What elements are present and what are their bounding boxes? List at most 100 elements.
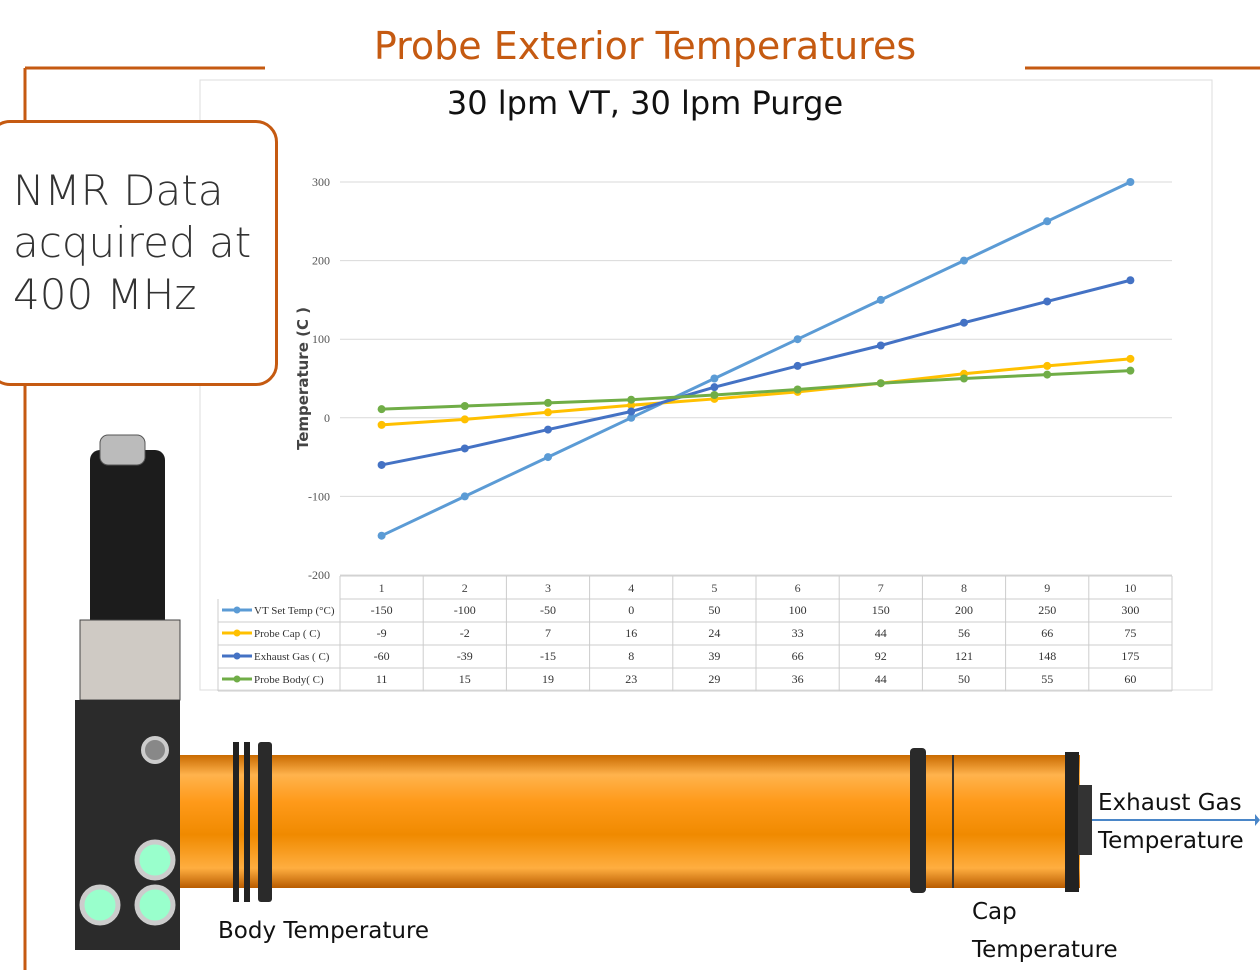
- table-cell: 92: [875, 649, 887, 663]
- table-cell: 0: [628, 603, 634, 617]
- table-cell: 100: [789, 603, 807, 617]
- table-cell: 36: [792, 672, 804, 686]
- data-point: [544, 399, 552, 407]
- legend-label: Probe Cap ( C): [254, 628, 321, 640]
- y-tick-label: -100: [308, 489, 330, 503]
- table-cell: 60: [1124, 672, 1136, 686]
- table-cell: 8: [628, 649, 634, 663]
- body-label: Body Temperature: [218, 912, 518, 950]
- table-cell: 55: [1041, 672, 1053, 686]
- table-cell: 24: [708, 626, 720, 640]
- x-tick-label: 7: [878, 581, 884, 595]
- table-cell: 50: [958, 672, 970, 686]
- data-point: [378, 532, 386, 540]
- table-cell: 50: [708, 603, 720, 617]
- y-axis-label: Temperature (C ): [294, 307, 312, 450]
- data-point: [710, 375, 718, 383]
- x-tick-label: 3: [545, 581, 551, 595]
- table-cell: 56: [958, 626, 970, 640]
- data-point: [461, 415, 469, 423]
- data-point: [1043, 217, 1051, 225]
- table-cell: 250: [1038, 603, 1056, 617]
- x-tick-label: 4: [628, 581, 634, 595]
- legend-marker: [234, 653, 241, 660]
- table-cell: 121: [955, 649, 973, 663]
- data-point: [794, 362, 802, 370]
- slide: Temperature (C )-200-1000100200300123456…: [0, 0, 1260, 970]
- exhaust-label: Exhaust Gas Temperature: [1098, 784, 1248, 860]
- probe-bracket: [80, 620, 180, 700]
- y-tick-label: 200: [312, 254, 330, 268]
- data-point: [877, 341, 885, 349]
- data-point: [461, 402, 469, 410]
- probe-seam: [952, 755, 954, 888]
- table-cell: 66: [1041, 626, 1053, 640]
- data-point: [627, 408, 635, 416]
- table-cell: 23: [625, 672, 637, 686]
- table-cell: -50: [540, 603, 556, 617]
- table-cell: -150: [371, 603, 393, 617]
- x-tick-label: 8: [961, 581, 967, 595]
- probe-port: [143, 738, 167, 762]
- legend-marker: [234, 676, 241, 683]
- x-tick-label: 2: [462, 581, 468, 595]
- callout: NMR Data acquired at 400 MHz: [0, 120, 278, 386]
- table-cell: 150: [872, 603, 890, 617]
- table-cell: -2: [460, 626, 470, 640]
- exhaust-arrow-head: [1255, 814, 1260, 826]
- table-cell: 200: [955, 603, 973, 617]
- data-point: [1043, 362, 1051, 370]
- probe-port: [137, 842, 173, 878]
- probe-port: [137, 887, 173, 923]
- x-tick-label: 1: [379, 581, 385, 595]
- data-point: [877, 379, 885, 387]
- data-point: [794, 386, 802, 394]
- probe-ring: [910, 748, 926, 893]
- probe-cap-ring: [1065, 752, 1079, 892]
- legend-label: Probe Body( C): [254, 674, 324, 686]
- y-tick-label: 100: [312, 332, 330, 346]
- table-cell: -60: [374, 649, 390, 663]
- table-cell: 148: [1038, 649, 1056, 663]
- data-point: [461, 492, 469, 500]
- x-tick-label: 10: [1124, 581, 1136, 595]
- probe-connector: [100, 435, 145, 465]
- table-cell: 7: [545, 626, 551, 640]
- probe-tube: [175, 755, 1080, 888]
- table-cell: -9: [377, 626, 387, 640]
- legend-marker: [234, 630, 241, 637]
- data-point: [710, 391, 718, 399]
- data-point: [710, 383, 718, 391]
- data-point: [1043, 297, 1051, 305]
- table-cell: 11: [376, 672, 388, 686]
- data-point: [378, 405, 386, 413]
- data-point: [960, 319, 968, 327]
- table-cell: 39: [708, 649, 720, 663]
- slide-title: Probe Exterior Temperatures: [0, 24, 1260, 68]
- probe-cap-end: [1078, 785, 1092, 855]
- table-cell: 16: [625, 626, 637, 640]
- table-cell: 19: [542, 672, 554, 686]
- y-tick-label: 0: [324, 411, 330, 425]
- data-point: [544, 408, 552, 416]
- y-tick-label: -200: [308, 568, 330, 582]
- data-point: [1126, 178, 1134, 186]
- probe-port: [82, 887, 118, 923]
- data-point: [794, 335, 802, 343]
- x-tick-label: 9: [1044, 581, 1050, 595]
- data-point: [960, 375, 968, 383]
- probe-ring: [244, 742, 250, 902]
- table-cell: 33: [792, 626, 804, 640]
- table-cell: 15: [459, 672, 471, 686]
- legend-label: Exhaust Gas ( C): [254, 651, 330, 663]
- probe-ring: [258, 742, 272, 902]
- data-point: [627, 396, 635, 404]
- table-cell: 44: [875, 626, 887, 640]
- data-point: [1043, 371, 1051, 379]
- data-point: [461, 444, 469, 452]
- probe-bellows: [90, 450, 165, 630]
- table-cell: 75: [1124, 626, 1136, 640]
- data-point: [1126, 367, 1134, 375]
- cap-label: Cap Temperature: [972, 893, 1112, 969]
- table-cell: 44: [875, 672, 887, 686]
